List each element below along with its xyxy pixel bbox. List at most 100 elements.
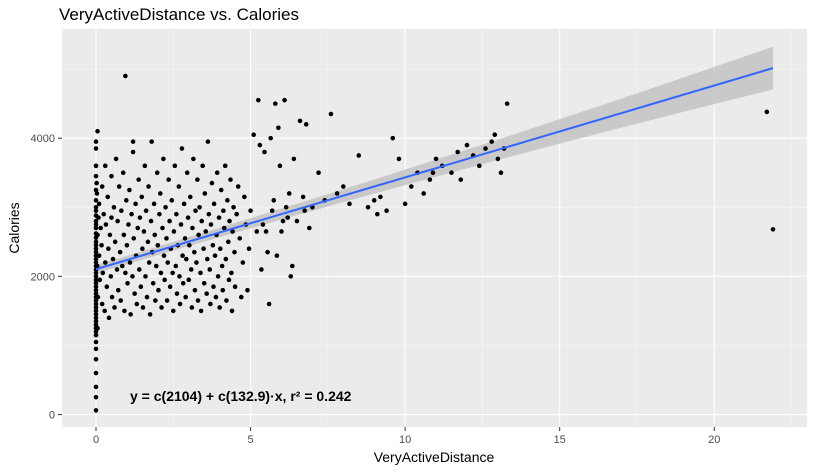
data-point	[334, 191, 340, 196]
data-point	[201, 246, 206, 252]
data-point	[93, 315, 99, 321]
data-point	[260, 222, 266, 227]
data-point	[231, 204, 236, 210]
data-point	[291, 156, 297, 162]
data-point	[282, 97, 287, 103]
data-point	[93, 242, 99, 248]
data-point	[219, 263, 225, 269]
data-point	[257, 142, 263, 148]
data-point	[174, 291, 180, 296]
data-point	[109, 215, 114, 220]
data-point	[93, 291, 99, 296]
data-point	[119, 263, 125, 269]
data-point	[93, 384, 99, 390]
data-point	[217, 305, 222, 310]
data-point	[110, 256, 116, 262]
data-point	[177, 274, 182, 279]
data-point	[93, 284, 99, 290]
data-point	[240, 260, 246, 265]
data-point	[96, 253, 102, 258]
data-point	[390, 135, 396, 141]
data-point	[162, 277, 167, 283]
data-point	[495, 156, 501, 162]
data-point	[271, 198, 277, 203]
data-point	[146, 184, 151, 189]
data-point	[195, 298, 201, 303]
data-point	[251, 132, 256, 138]
data-point	[93, 308, 99, 314]
data-point	[93, 260, 99, 265]
data-point	[245, 287, 250, 293]
data-point	[136, 177, 141, 182]
data-point	[156, 287, 161, 293]
data-point	[218, 187, 224, 193]
x-tick-label: 5	[248, 434, 254, 446]
data-point	[202, 191, 208, 196]
data-point	[226, 277, 232, 283]
data-point	[145, 239, 151, 245]
data-point	[158, 191, 163, 196]
data-point	[141, 229, 147, 234]
data-point	[224, 298, 229, 303]
data-point	[129, 211, 134, 217]
data-point	[171, 229, 177, 234]
data-point	[170, 270, 175, 276]
data-point	[504, 101, 510, 106]
data-point	[396, 156, 402, 162]
data-point	[254, 229, 260, 234]
data-point	[93, 318, 99, 324]
data-point	[93, 256, 99, 262]
data-point	[115, 218, 120, 224]
data-point	[302, 208, 307, 214]
data-point	[203, 229, 209, 234]
data-point	[158, 270, 164, 276]
data-point	[98, 225, 103, 231]
data-point	[764, 109, 770, 115]
data-point	[93, 274, 99, 279]
data-point	[93, 312, 99, 317]
data-point	[127, 260, 133, 265]
data-point	[204, 256, 210, 262]
data-point	[93, 239, 99, 245]
data-point	[99, 301, 105, 307]
data-point	[237, 236, 243, 241]
data-point	[93, 173, 99, 179]
data-point	[93, 246, 99, 252]
regression-line-group	[95, 67, 774, 271]
data-point	[266, 301, 272, 307]
data-point	[328, 111, 334, 117]
data-point	[104, 284, 110, 290]
data-point	[209, 180, 215, 186]
data-point	[93, 305, 99, 310]
data-point	[288, 274, 294, 279]
data-point	[94, 263, 100, 269]
data-point	[229, 270, 234, 276]
y-tick-label: 0	[49, 410, 55, 422]
data-point	[121, 232, 127, 238]
data-point	[112, 305, 117, 310]
data-point	[229, 308, 235, 314]
data-point	[93, 270, 99, 276]
data-point	[449, 170, 454, 176]
data-point	[196, 232, 201, 238]
data-point	[492, 132, 498, 138]
data-point	[117, 249, 123, 255]
data-point	[118, 298, 124, 303]
data-point	[207, 267, 213, 272]
data-point	[222, 163, 228, 169]
data-point	[142, 163, 148, 169]
data-point	[433, 156, 439, 162]
data-point	[108, 274, 114, 279]
data-point	[182, 236, 188, 241]
data-point	[154, 170, 160, 176]
data-point	[93, 394, 99, 400]
data-point	[770, 227, 776, 232]
data-point	[160, 225, 165, 231]
data-point	[208, 301, 213, 307]
data-point	[427, 177, 433, 182]
data-point	[163, 204, 168, 210]
data-point	[220, 287, 226, 293]
data-point	[232, 284, 238, 290]
data-point	[97, 277, 103, 283]
data-point	[371, 198, 377, 203]
